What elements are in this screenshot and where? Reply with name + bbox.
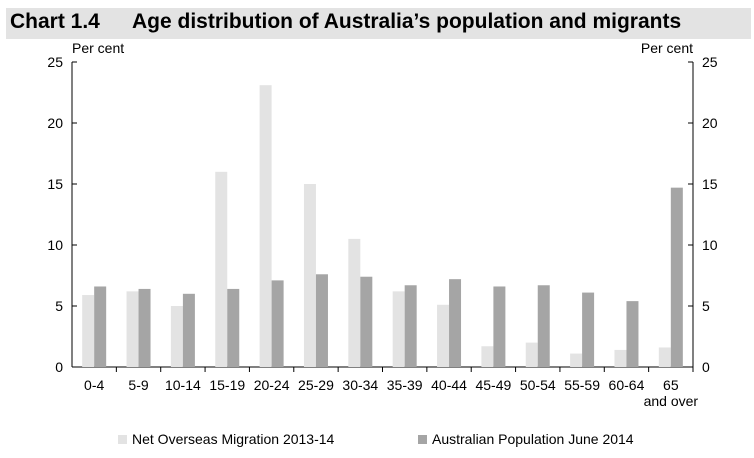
bar-migration-7 [392,291,405,367]
plot-area: 0 0 5 5 10 10 15 15 20 20 25 25 0-4 5-9 10-14 15-19 20-2… [47,54,717,409]
bar-population-6 [360,276,373,367]
x-tick-label: 65 [663,377,679,393]
bar-migration-6 [348,238,361,367]
bar-population-13 [670,187,683,367]
y-tick-label-left: 20 [47,115,63,131]
legend-label-migration: Net Overseas Migration 2013-14 [132,431,335,447]
bar-population-10 [537,285,550,367]
x-tick-label: and over [644,393,699,409]
legend-item-migration: Net Overseas Migration 2013-14 [118,431,334,447]
bar-migration-3 [215,171,228,367]
bar-population-11 [582,292,595,367]
title-bar: Chart 1.4 Age distribution of Australia’… [6,8,751,39]
bar-population-5 [315,274,328,367]
y-tick-label-right: 0 [702,359,710,375]
legend-swatch-population [418,434,427,444]
bar-migration-5 [303,184,316,367]
bar-migration-12 [614,349,627,367]
bar-migration-8 [437,304,450,367]
bar-population-12 [626,301,639,367]
y-tick-label-right: 15 [702,176,718,192]
x-tick-label: 10-14 [165,377,201,393]
right-axis-unit: Per cent [641,40,693,56]
y-tick-label-left: 10 [47,237,63,253]
bar-migration-0 [82,295,95,367]
x-tick-label: 35-39 [387,377,423,393]
x-tick-label: 5-9 [128,377,148,393]
x-tick-label: 40-44 [431,377,467,393]
bar-migration-11 [570,353,583,367]
bar-migration-4 [259,85,272,368]
bar-migration-13 [658,347,671,367]
x-tick-label: 0-4 [84,377,104,393]
y-tick-label-left: 25 [47,54,63,70]
y-tick-label-left: 0 [55,359,63,375]
x-tick-label: 50-54 [520,377,556,393]
y-tick-label-right: 25 [702,54,718,70]
bar-migration-10 [525,342,538,367]
y-tick-label-left: 15 [47,176,63,192]
chart-title: Age distribution of Australia’s populati… [132,10,682,33]
bar-population-9 [493,286,506,367]
x-tick-label: 60-64 [609,377,645,393]
x-tick-label: 55-59 [564,377,600,393]
bar-population-4 [271,280,284,367]
y-tick-label-right: 10 [702,237,718,253]
legend-label-population: Australian Population June 2014 [432,431,634,447]
legend-swatch-migration [118,434,127,444]
x-tick-label: 45-49 [475,377,511,393]
bar-population-7 [404,285,417,367]
bar-population-2 [182,293,195,367]
left-axis-unit: Per cent [72,40,124,56]
legend-item-population: Australian Population June 2014 [418,431,634,447]
y-tick-label-left: 5 [55,298,63,314]
y-tick-label-right: 5 [702,298,710,314]
bar-population-3 [227,288,240,367]
chart-number: Chart 1.4 [10,10,100,33]
bar-population-8 [449,279,462,367]
bar-migration-9 [481,346,494,367]
bar-migration-2 [170,306,183,367]
x-tick-label: 20-24 [254,377,290,393]
bar-migration-1 [126,291,139,367]
x-tick-label: 15-19 [209,377,245,393]
y-tick-label-right: 20 [702,115,718,131]
bar-population-0 [94,286,107,367]
x-tick-label: 25-29 [298,377,334,393]
x-tick-label: 30-34 [342,377,378,393]
bar-population-1 [138,288,151,367]
